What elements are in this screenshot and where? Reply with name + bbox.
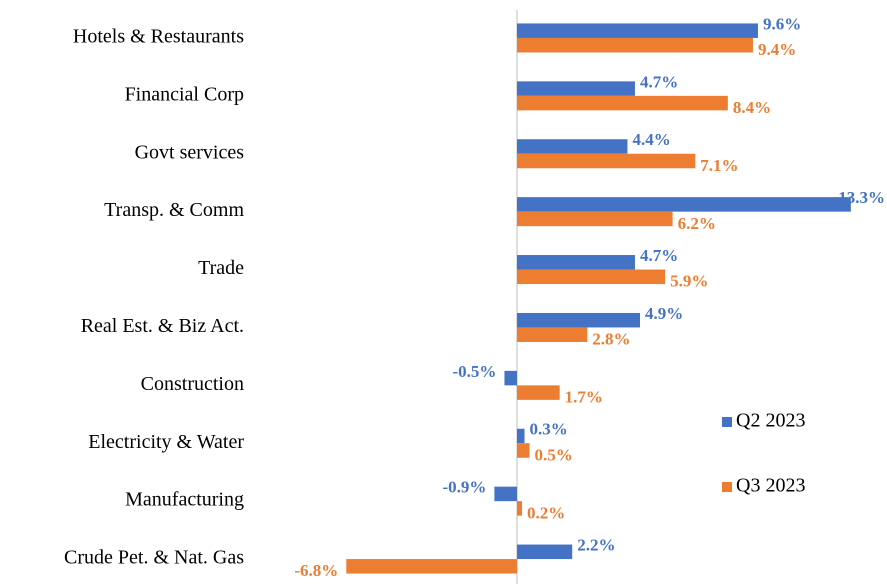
bar xyxy=(517,37,753,53)
bar xyxy=(517,385,560,400)
bar xyxy=(517,443,530,458)
bar xyxy=(517,153,696,169)
value-label: 0.3% xyxy=(530,420,568,439)
category-label: Electricity & Water xyxy=(88,431,244,453)
category-label: Construction xyxy=(141,373,244,395)
bar xyxy=(517,428,525,444)
category-label: Transp. & Comm xyxy=(104,199,244,221)
legend-swatch xyxy=(722,417,732,427)
bar xyxy=(494,486,517,502)
value-label: 1.7% xyxy=(565,388,603,407)
bar xyxy=(517,255,635,270)
bar xyxy=(504,370,517,386)
category-label: Financial Corp xyxy=(125,83,244,105)
category-label: Govt services xyxy=(135,141,245,163)
legend-swatch xyxy=(722,482,732,492)
value-label: 7.1% xyxy=(700,156,738,175)
bar xyxy=(517,95,728,111)
bar xyxy=(517,139,628,154)
category-label: Trade xyxy=(198,257,244,279)
value-label: 0.2% xyxy=(527,503,565,522)
value-label: 9.4% xyxy=(758,40,796,59)
bar xyxy=(346,559,517,574)
value-label: 4.7% xyxy=(640,72,678,91)
bar xyxy=(517,81,635,96)
value-label: 4.7% xyxy=(640,246,678,265)
value-label: 5.9% xyxy=(670,272,708,291)
legend-label: Q3 2023 xyxy=(736,475,805,497)
bar xyxy=(517,327,588,342)
value-label: 6.2% xyxy=(678,214,716,233)
value-label: 8.4% xyxy=(733,98,771,117)
bar xyxy=(517,23,758,38)
value-label: 2.2% xyxy=(577,535,615,554)
legend-label: Q2 2023 xyxy=(736,410,805,432)
value-label: 0.5% xyxy=(535,445,573,464)
category-label: Manufacturing xyxy=(125,489,244,511)
bar xyxy=(517,211,673,227)
category-label: Real Est. & Biz Act. xyxy=(81,315,244,337)
value-label: 4.4% xyxy=(632,130,670,149)
value-label: 9.6% xyxy=(763,14,801,33)
bar xyxy=(517,544,573,560)
value-label: -6.8% xyxy=(294,561,338,580)
value-label: 13.3% xyxy=(838,188,885,207)
bar xyxy=(517,269,666,285)
value-label: 4.9% xyxy=(645,304,683,323)
bar xyxy=(517,312,640,328)
value-label: -0.9% xyxy=(442,478,486,497)
value-label: -0.5% xyxy=(453,362,497,381)
category-label: Crude Pet. & Nat. Gas xyxy=(64,547,244,569)
value-label: 2.8% xyxy=(592,330,630,349)
bar xyxy=(517,501,523,516)
category-label: Hotels & Restaurants xyxy=(73,26,244,48)
bar xyxy=(517,197,851,212)
